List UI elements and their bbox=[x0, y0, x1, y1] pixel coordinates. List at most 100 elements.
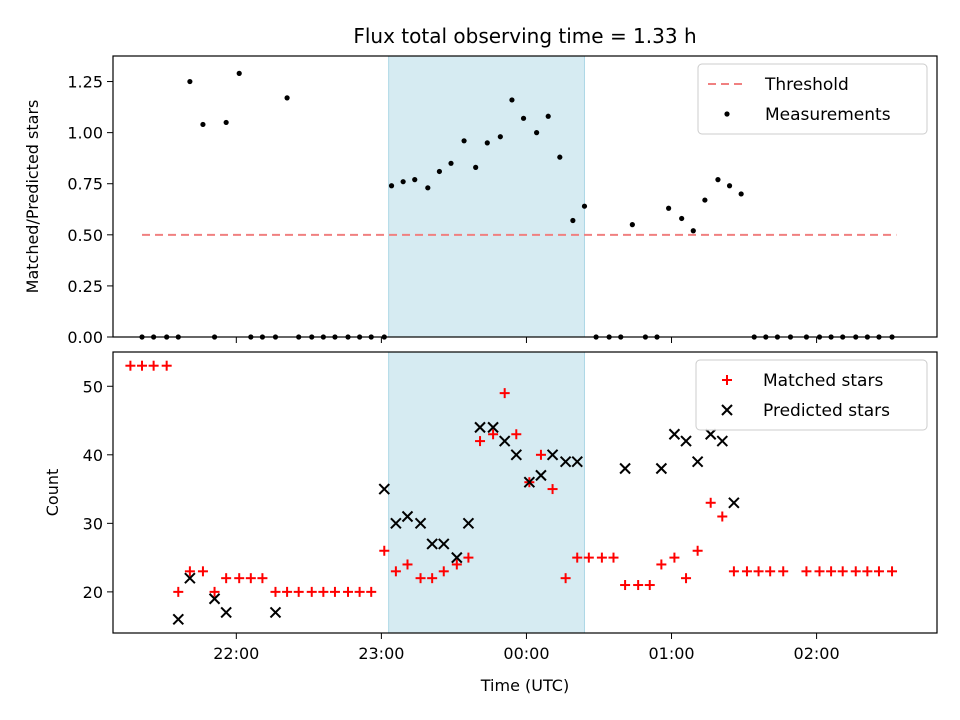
matched-star-point bbox=[850, 566, 861, 577]
matched-star-point bbox=[765, 566, 776, 577]
matched-star-point bbox=[463, 552, 474, 563]
x-b bbox=[546, 449, 559, 461]
y-tick-label: 0.25 bbox=[67, 277, 103, 296]
measurement-point bbox=[412, 177, 418, 183]
bottom-x-ticks: 22:00 23:00 00:00 01:00 02:00 bbox=[213, 633, 840, 663]
x-b bbox=[414, 517, 427, 530]
legend-threshold-label: Threshold bbox=[764, 75, 849, 95]
matched-star-point bbox=[402, 559, 413, 570]
bottom-y-axis-label: Count bbox=[43, 469, 62, 517]
predicted-star-point bbox=[523, 476, 536, 488]
matched-star-point bbox=[161, 360, 172, 371]
x-tick-label: 01:00 bbox=[648, 644, 694, 663]
legend-matched-label: Matched stars bbox=[763, 371, 883, 391]
matched-star-point bbox=[197, 566, 208, 577]
predicted-star-point bbox=[510, 449, 523, 461]
top-panel: 0.00 0.25 0.50 0.75 1.00 1.25 Flux total obse… bbox=[23, 24, 938, 347]
predicted-star-point bbox=[269, 606, 282, 619]
predicted-star-point bbox=[619, 462, 631, 475]
x-b bbox=[728, 497, 740, 509]
matched-star-point bbox=[814, 566, 825, 577]
measurement-point bbox=[702, 197, 708, 203]
predicted-star-point bbox=[390, 517, 402, 530]
measurement-point bbox=[436, 168, 443, 175]
matched-star-point bbox=[234, 573, 245, 584]
x-b bbox=[451, 551, 463, 564]
matched-star-point bbox=[184, 566, 195, 577]
matched-star-point bbox=[608, 552, 619, 563]
x-b bbox=[208, 593, 221, 605]
matched-star-point bbox=[656, 559, 667, 570]
measurement-point bbox=[425, 185, 431, 191]
matched-star-point bbox=[245, 573, 256, 584]
x-b bbox=[172, 613, 184, 625]
predicted-star-point bbox=[571, 455, 583, 468]
matched-star-point bbox=[415, 573, 426, 584]
x-b bbox=[680, 435, 692, 447]
x-b bbox=[269, 606, 282, 619]
measurement-point bbox=[520, 115, 527, 121]
x-b bbox=[474, 421, 486, 434]
top-axes-frame bbox=[112, 55, 938, 338]
matched-star-point bbox=[681, 573, 692, 584]
matched-star-point bbox=[741, 566, 752, 577]
y-tick-label: 0.00 bbox=[67, 328, 103, 347]
x-b bbox=[704, 428, 717, 440]
measurement-point bbox=[666, 205, 672, 211]
bottom-axes-frame bbox=[112, 351, 938, 634]
matched-star-point bbox=[801, 566, 812, 577]
matched-star-point bbox=[753, 566, 764, 577]
y-tick-label: 0.75 bbox=[67, 175, 103, 194]
measurement-point bbox=[690, 228, 696, 234]
predicted-star-point bbox=[426, 538, 438, 550]
matched-star-point bbox=[318, 586, 329, 597]
predicted-star-point bbox=[704, 428, 717, 440]
matched-star-point bbox=[572, 552, 583, 563]
matched-star-point bbox=[583, 552, 594, 563]
x-b bbox=[462, 517, 475, 530]
y-tick-label: 20 bbox=[83, 583, 103, 602]
predicted-star-point bbox=[401, 510, 414, 523]
measurement-point bbox=[581, 203, 588, 209]
x-b bbox=[510, 449, 523, 461]
matched-star-point bbox=[427, 573, 438, 584]
y-tick-label: 1.00 bbox=[67, 124, 103, 143]
x-b bbox=[655, 462, 668, 475]
matched-star-point bbox=[728, 566, 739, 577]
matched-star-point bbox=[837, 566, 848, 577]
matched-star-point bbox=[717, 511, 728, 522]
x-b bbox=[401, 510, 414, 523]
matched-star-point bbox=[343, 586, 354, 597]
matched-star-point bbox=[366, 586, 377, 597]
matched-star-point bbox=[644, 580, 655, 591]
predicted-star-point bbox=[680, 435, 692, 447]
matched-star-point bbox=[560, 573, 571, 584]
chart-title: Flux total observing time = 1.33 h bbox=[353, 24, 696, 48]
x-b bbox=[619, 462, 631, 475]
matched-star-point bbox=[547, 484, 558, 495]
top-x-ticks bbox=[235, 337, 818, 343]
matched-star-point bbox=[390, 566, 401, 577]
matched-star-point bbox=[209, 586, 220, 597]
x-b bbox=[721, 404, 733, 416]
matched-star-point bbox=[137, 360, 148, 371]
top-marks bbox=[139, 70, 897, 340]
measurement-point bbox=[200, 121, 206, 128]
bottom-panel: 20 30 40 50 22:00 23:00 00:00 01:00 02:00 Count… bbox=[43, 351, 938, 695]
bottom-highlight-band bbox=[388, 351, 585, 634]
matched-star-point bbox=[270, 586, 281, 597]
legend-measurement-label: Measurements bbox=[765, 105, 891, 125]
matched-star-point bbox=[282, 586, 293, 597]
x-b bbox=[668, 428, 681, 440]
matched-star-point bbox=[329, 586, 340, 597]
x-tick-label: 00:00 bbox=[503, 644, 549, 663]
predicted-star-point bbox=[184, 572, 196, 584]
x-b bbox=[571, 455, 583, 468]
predicted-star-point bbox=[716, 435, 729, 447]
matched-star-point bbox=[475, 436, 486, 447]
measurement-point bbox=[738, 191, 744, 197]
bottom-marks bbox=[125, 360, 898, 625]
predicted-star-point bbox=[487, 421, 499, 434]
predicted-star-point bbox=[728, 497, 740, 509]
